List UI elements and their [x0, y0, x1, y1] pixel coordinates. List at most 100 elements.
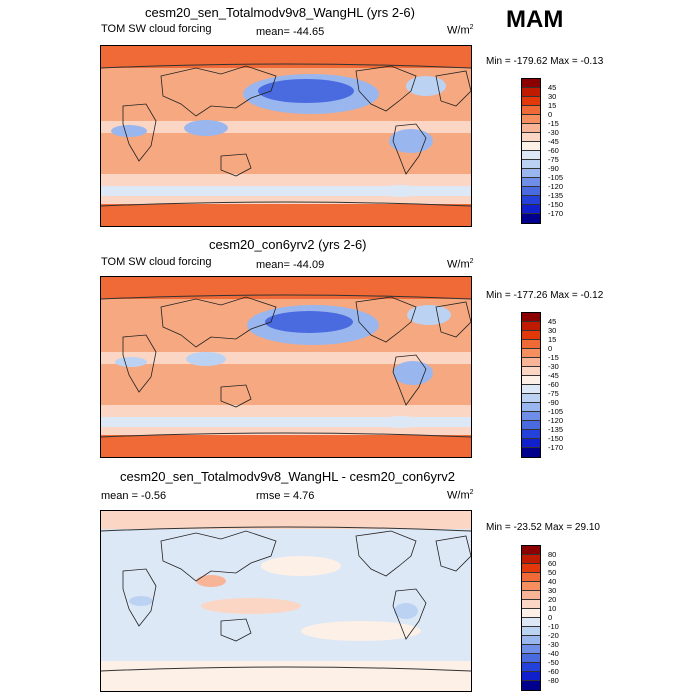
panel-3-units: W/m2 — [447, 489, 474, 502]
panel-3-rmse: rmse = 4.76 — [256, 490, 315, 502]
colorbar-swatch — [522, 564, 540, 573]
colorbar-label: -170 — [548, 209, 564, 218]
panel-1-mean: mean= -44.65 — [256, 26, 325, 38]
colorbar-swatch — [522, 313, 540, 322]
colorbar-swatch — [522, 609, 540, 618]
colorbar-label: -150 — [548, 200, 564, 209]
colorbar-swatch — [522, 627, 540, 636]
panel-3-mean: mean = -0.56 — [101, 490, 167, 502]
colorbar-swatch — [522, 645, 540, 654]
colorbar-label: -80 — [548, 676, 559, 685]
colorbar-label: -150 — [548, 434, 564, 443]
colorbar-label: 45 — [548, 317, 557, 326]
colorbar-label: 45 — [548, 83, 557, 92]
colorbar-swatch — [522, 600, 540, 609]
colorbar-label: -60 — [548, 380, 559, 389]
panel-1-title: cesm20_sen_Totalmodv9v8_WangHL (yrs 2-6) — [145, 5, 415, 20]
panel-2-minmax: Min = -177.26 Max = -0.12 — [486, 290, 604, 301]
colorbar-swatch — [522, 376, 540, 385]
panel-3-map — [100, 510, 472, 692]
colorbar-swatch — [522, 421, 540, 430]
colorbar-label: -10 — [548, 622, 559, 631]
colorbar-swatch — [522, 573, 540, 582]
panel-1-map — [100, 45, 472, 227]
colorbar-swatch — [522, 214, 540, 223]
colorbar-swatch — [522, 618, 540, 627]
colorbar-label: -50 — [548, 658, 559, 667]
colorbar-label: -120 — [548, 416, 564, 425]
colorbar-swatch — [522, 169, 540, 178]
colorbar-label: 0 — [548, 344, 553, 353]
colorbar-swatch — [522, 430, 540, 439]
colorbar-swatch — [522, 133, 540, 142]
colorbar-label: -45 — [548, 137, 559, 146]
colorbar-swatch — [522, 681, 540, 690]
colorbar-swatch — [522, 142, 540, 151]
panel-2-field-label: TOM SW cloud forcing — [101, 256, 212, 268]
colorbar-label: -20 — [548, 631, 559, 640]
panel-1-minmax: Min = -179.62 Max = -0.13 — [486, 56, 604, 67]
colorbar-label: -90 — [548, 164, 559, 173]
colorbar-label: -135 — [548, 425, 564, 434]
colorbar-label: -60 — [548, 146, 559, 155]
colorbar-label: 0 — [548, 110, 553, 119]
colorbar-label: -170 — [548, 443, 564, 452]
colorbar-label: 0 — [548, 613, 553, 622]
colorbar-swatch — [522, 160, 540, 169]
colorbar-swatch — [522, 546, 540, 555]
colorbar-label: -40 — [548, 649, 559, 658]
panel-3-colorbar — [521, 545, 541, 691]
colorbar-swatch — [522, 385, 540, 394]
colorbar-swatch — [522, 412, 540, 421]
colorbar-swatch — [522, 97, 540, 106]
colorbar-swatch — [522, 394, 540, 403]
colorbar-swatch — [522, 196, 540, 205]
colorbar-label: 10 — [548, 604, 557, 613]
colorbar-label: -75 — [548, 389, 559, 398]
colorbar-swatch — [522, 349, 540, 358]
season-label: MAM — [506, 6, 564, 33]
colorbar-label: 30 — [548, 586, 557, 595]
colorbar-swatch — [522, 582, 540, 591]
colorbar-label: -75 — [548, 155, 559, 164]
colorbar-label: 80 — [548, 550, 557, 559]
colorbar-label: -120 — [548, 182, 564, 191]
colorbar-swatch — [522, 403, 540, 412]
colorbar-label: 50 — [548, 568, 557, 577]
colorbar-label: -45 — [548, 371, 559, 380]
panel-1-colorbar — [521, 78, 541, 224]
colorbar-swatch — [522, 322, 540, 331]
colorbar-label: -90 — [548, 398, 559, 407]
colorbar-swatch — [522, 178, 540, 187]
panel-1-units: W/m2 — [447, 24, 474, 37]
colorbar-swatch — [522, 663, 540, 672]
colorbar-label: -135 — [548, 191, 564, 200]
colorbar-swatch — [522, 106, 540, 115]
colorbar-swatch — [522, 672, 540, 681]
panel-2-colorbar — [521, 312, 541, 458]
colorbar-swatch — [522, 636, 540, 645]
colorbar-label: -105 — [548, 407, 564, 416]
colorbar-swatch — [522, 555, 540, 564]
panel-1-field-label: TOM SW cloud forcing — [101, 23, 212, 35]
colorbar-label: -60 — [548, 667, 559, 676]
colorbar-label: 20 — [548, 595, 557, 604]
colorbar-label: 30 — [548, 92, 557, 101]
colorbar-swatch — [522, 448, 540, 457]
colorbar-swatch — [522, 367, 540, 376]
panel-3-minmax: Min = -23.52 Max = 29.10 — [486, 522, 600, 533]
panel-2-mean: mean= -44.09 — [256, 259, 325, 271]
colorbar-swatch — [522, 439, 540, 448]
colorbar-swatch — [522, 151, 540, 160]
colorbar-swatch — [522, 187, 540, 196]
colorbar-label: 15 — [548, 335, 557, 344]
colorbar-swatch — [522, 358, 540, 367]
colorbar-label: 30 — [548, 326, 557, 335]
colorbar-label: -105 — [548, 173, 564, 182]
colorbar-swatch — [522, 340, 540, 349]
panel-3-title: cesm20_sen_Totalmodv9v8_WangHL - cesm20_… — [120, 469, 456, 484]
colorbar-label: 60 — [548, 559, 557, 568]
colorbar-swatch — [522, 79, 540, 88]
colorbar-label: 15 — [548, 101, 557, 110]
colorbar-swatch — [522, 205, 540, 214]
